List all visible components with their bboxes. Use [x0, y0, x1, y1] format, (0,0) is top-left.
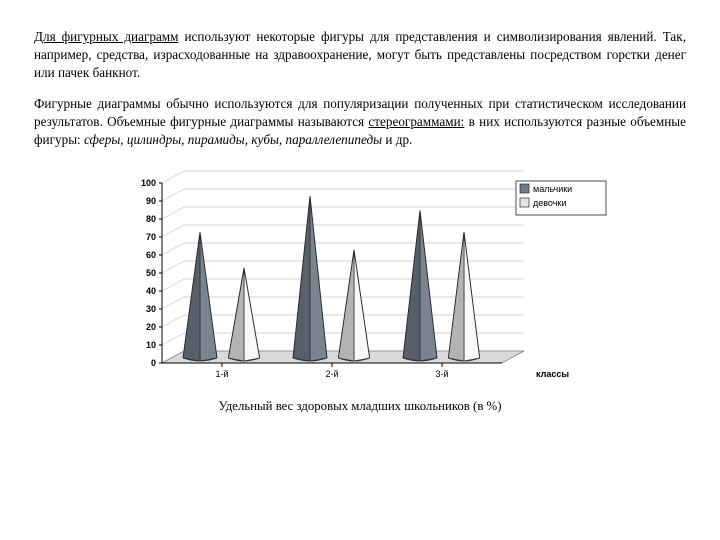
p2-stereogram-underline: стереограммами: [368, 114, 464, 129]
p2-c: и др. [382, 132, 412, 147]
svg-text:60: 60 [146, 250, 156, 260]
svg-text:классы: классы [536, 369, 569, 379]
svg-text:80: 80 [146, 214, 156, 224]
paragraph-1: Для фигурных диаграмм используют некотор… [34, 28, 686, 81]
svg-text:0: 0 [151, 358, 156, 368]
svg-text:20: 20 [146, 322, 156, 332]
svg-text:1-й: 1-й [215, 369, 228, 379]
paragraph-2: Фигурные диаграммы обычно используются д… [34, 95, 686, 148]
svg-text:30: 30 [146, 304, 156, 314]
svg-text:50: 50 [146, 268, 156, 278]
svg-text:3-й: 3-й [435, 369, 448, 379]
svg-text:90: 90 [146, 196, 156, 206]
svg-text:70: 70 [146, 232, 156, 242]
svg-text:2-й: 2-й [325, 369, 338, 379]
svg-text:10: 10 [146, 340, 156, 350]
chart-caption: Удельный вес здоровых младших школьников… [34, 399, 686, 414]
svg-text:девочки: девочки [533, 198, 566, 208]
svg-text:мальчики: мальчики [533, 184, 572, 194]
p2-shapes-italic: сферы, цилиндры, пирамиды, кубы, паралле… [84, 132, 382, 147]
svg-text:40: 40 [146, 286, 156, 296]
p1-lead-underline: Для фигурных диаграмм [34, 29, 179, 44]
cone-chart: 0 10 20 30 40 50 60 70 80 90 100 1-й 2-й 3-й классы мал… [110, 163, 610, 393]
document-page: Для фигурных диаграмм используют некотор… [0, 0, 720, 424]
svg-text:100: 100 [141, 178, 156, 188]
cone-chart-svg: 0 10 20 30 40 50 60 70 80 90 100 1-й 2-й 3-й классы мал… [110, 163, 610, 393]
